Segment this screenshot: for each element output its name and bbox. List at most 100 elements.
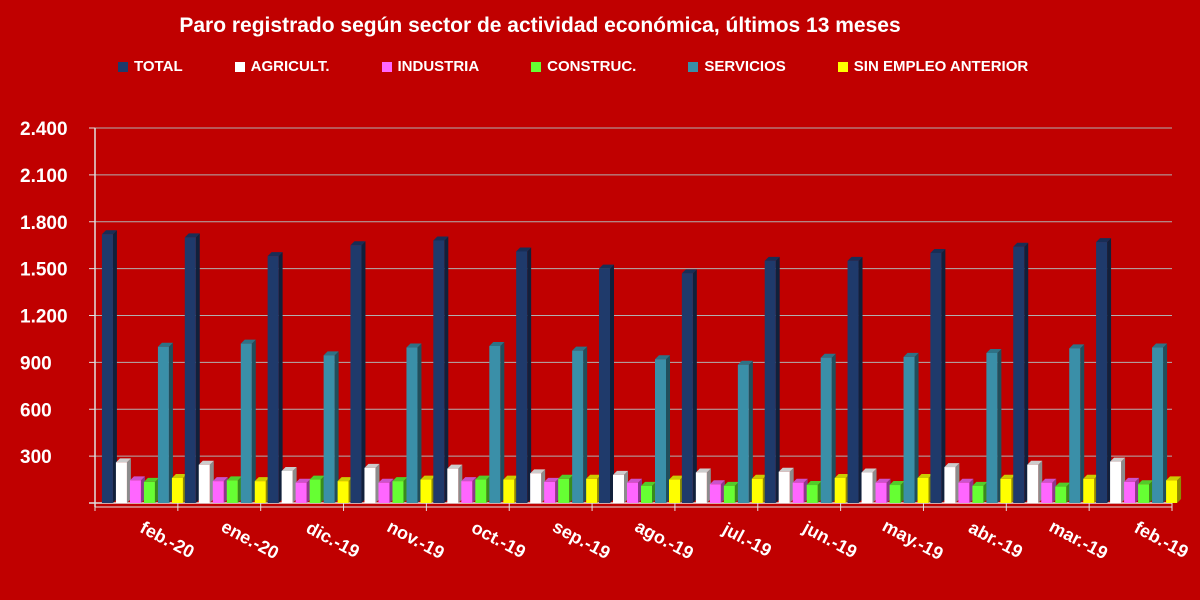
bar-total (599, 264, 614, 503)
x-tick-label: sep.-19 (549, 516, 613, 563)
x-tick-label: feb.-20 (137, 517, 198, 562)
legend-item-servicios: SERVICIOS (688, 58, 786, 75)
legend-label-servicios: SERVICIOS (704, 58, 786, 75)
y-tick-label: 1.800 (20, 213, 68, 234)
bar-servicios (323, 351, 339, 503)
bar-sin-empleo-anterior (503, 475, 519, 503)
bar-sin-empleo-anterior (171, 474, 187, 503)
bar-servicios (1152, 343, 1168, 503)
bar-servicios (240, 339, 256, 503)
legend-swatch-total (118, 61, 128, 72)
x-tick-label: may.-19 (879, 515, 946, 564)
x-tick-label: abr.-19 (965, 517, 1026, 562)
legend-item-industria: INDUSTRIA (381, 58, 480, 75)
bar-construc (1138, 480, 1154, 503)
x-tick-label: jun.-19 (799, 517, 860, 562)
bar-total (433, 236, 449, 503)
bar-servicios (655, 355, 670, 503)
bar-total (101, 230, 117, 503)
bar-sin-empleo-anterior (834, 474, 850, 503)
bar-sin-empleo-anterior (337, 477, 353, 503)
bar-agricult (198, 460, 214, 503)
bar-industria (1041, 478, 1057, 503)
bar-industria (1124, 477, 1140, 503)
legend-swatch-industria (381, 61, 392, 72)
bar-sin-empleo-anterior (917, 474, 933, 503)
bar-industria (875, 478, 891, 503)
y-tick-label: 1.500 (20, 260, 68, 281)
bar-construc (641, 481, 656, 503)
x-tick-label: dic.-19 (303, 517, 363, 561)
x-tick-label: nov.-19 (384, 516, 448, 563)
bar-servicios (157, 342, 173, 503)
x-tick-label: ene.-20 (218, 516, 282, 563)
bar-agricult (778, 467, 794, 503)
bar-total (1096, 238, 1112, 503)
bar-servicios (572, 346, 588, 503)
bar-total (1013, 242, 1029, 503)
bar-sin-empleo-anterior (1000, 474, 1016, 503)
legend-swatch-servicios (688, 61, 699, 72)
y-tick-label: 2.400 (20, 119, 68, 140)
bar-construc (226, 476, 242, 503)
legend-label-agricult: AGRICULT. (250, 58, 330, 75)
bar-construc (143, 477, 159, 503)
bar-sin-empleo-anterior (420, 475, 436, 503)
bar-industria (544, 477, 560, 503)
bar-sin-empleo-anterior (1083, 474, 1099, 503)
bar-construc (806, 481, 822, 503)
legend-label-total: TOTAL (134, 58, 183, 75)
bar-construc (723, 481, 739, 503)
bar-agricult (1027, 460, 1043, 503)
legend-label-sin-empleo: SIN EMPLEO ANTERIOR (853, 58, 1029, 75)
bar-servicios (1069, 344, 1085, 503)
x-tick-label: mar.-19 (1046, 516, 1111, 563)
bar-industria (461, 477, 477, 503)
legend-item-sin-empleo: SIN EMPLEO ANTERIOR (837, 58, 1029, 75)
bar-industria (627, 478, 642, 503)
legend-item-agricult: AGRICULT. (234, 58, 330, 75)
bar-agricult (115, 458, 131, 503)
bar-total (930, 249, 946, 503)
bar-agricult (364, 463, 380, 503)
x-tick-label: feb.-19 (1131, 517, 1192, 562)
legend-swatch-agricult (234, 61, 245, 72)
bar-servicios (489, 341, 505, 503)
bar-sin-empleo-anterior (254, 477, 270, 503)
bar-construc (1055, 482, 1071, 503)
bar-construc (392, 477, 408, 503)
bar-construc (889, 481, 905, 503)
x-tick-label: ago.-19 (632, 516, 697, 563)
bar-construc (475, 475, 491, 503)
legend-label-construc: CONSTRUC. (547, 58, 637, 75)
bar-servicios (820, 353, 836, 503)
bar-total (681, 269, 697, 503)
legend-label-industria: INDUSTRIA (397, 58, 480, 75)
bar-construc (558, 474, 574, 503)
y-tick-label: 600 (20, 400, 52, 421)
x-tick-label: oct.-19 (468, 517, 529, 562)
bar-agricult (861, 468, 877, 503)
legend-item-total: TOTAL (118, 58, 183, 75)
bar-industria (958, 478, 974, 503)
bar-servicios (986, 349, 1002, 503)
bar-agricult (447, 464, 463, 503)
chart-title: Paro registrado según sector de activida… (179, 14, 901, 37)
bar-agricult (281, 466, 297, 503)
bar-industria (378, 478, 394, 503)
legend-swatch-sin-empleo (837, 61, 848, 72)
y-tick-label: 2.100 (20, 166, 68, 187)
bar-sin-empleo-anterior (586, 474, 602, 503)
bar-total (847, 256, 863, 503)
legend-swatch-construc (531, 61, 542, 72)
bar-sin-empleo-anterior (669, 475, 684, 503)
legend: TOTAL AGRICULT. INDUSTRIA CONSTRUC. SERV… (118, 58, 1028, 75)
y-tick-label: 300 (20, 447, 52, 468)
bar-sin-empleo-anterior (751, 474, 767, 503)
bar-construc (972, 481, 988, 503)
bar-construc (309, 475, 325, 503)
bar-servicios (903, 352, 919, 503)
bar-servicios (737, 360, 753, 503)
